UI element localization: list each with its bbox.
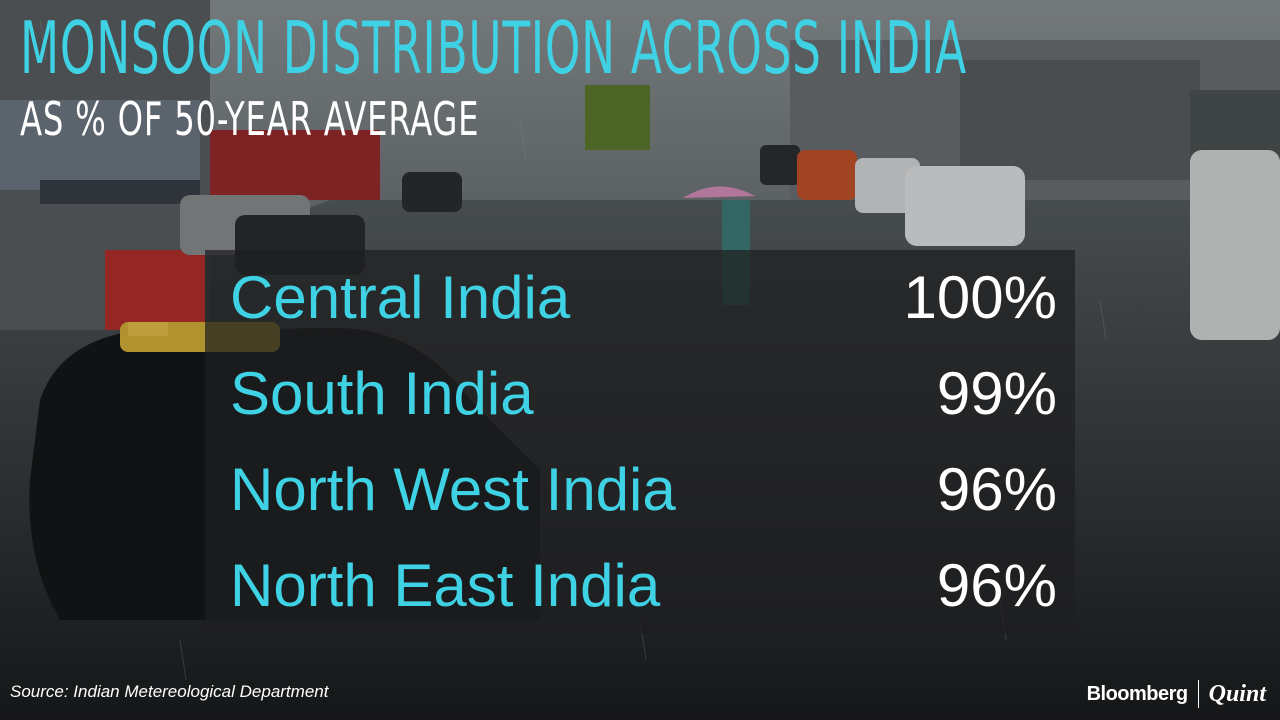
brand-logo: Bloomberg Quint xyxy=(1087,676,1266,712)
region-label: South India xyxy=(230,360,534,427)
region-value: 96% xyxy=(936,456,1057,523)
brand-name: Bloomberg xyxy=(1086,682,1189,705)
region-label: North East India xyxy=(230,552,661,619)
brand-divider xyxy=(1197,680,1199,708)
chart-title: MONSOON DISTRIBUTION ACROSS INDIA xyxy=(20,6,967,90)
region-value: 96% xyxy=(936,552,1057,619)
source-note: Source: Indian Metereological Department xyxy=(10,682,329,701)
data-panel: Central India 100% South India 99% North Wes… xyxy=(205,250,1075,634)
region-value: 99% xyxy=(936,360,1057,427)
table-row: South India 99% xyxy=(205,346,1075,442)
chart-subtitle: AS % OF 50-YEAR AVERAGE xyxy=(20,92,480,146)
region-label: Central India xyxy=(230,264,571,331)
region-label: North West India xyxy=(230,456,676,523)
region-value: 100% xyxy=(903,264,1057,331)
table-row: Central India 100% xyxy=(205,250,1075,346)
table-row: North West India 96% xyxy=(205,442,1075,538)
table-row: North East India 96% xyxy=(205,538,1075,634)
brand-suffix: Quint xyxy=(1208,680,1266,707)
